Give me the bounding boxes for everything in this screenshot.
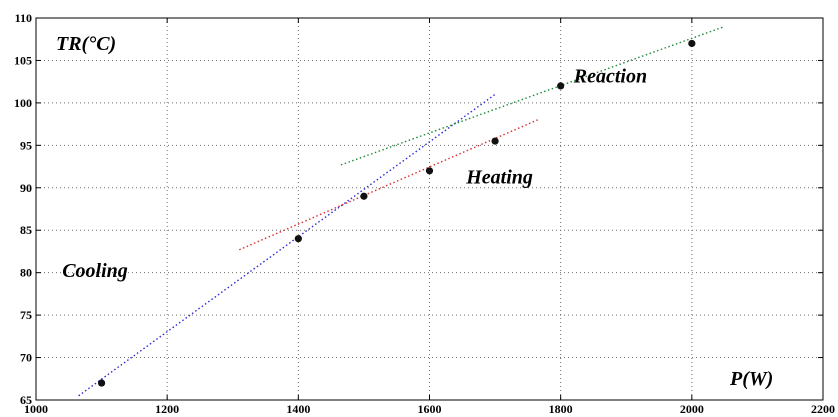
y-tick-label: 80 <box>20 266 32 280</box>
y-tick-label: 110 <box>15 11 32 25</box>
y-tick-label: 95 <box>20 138 32 152</box>
grid <box>36 18 823 400</box>
x-tick-label: 1600 <box>418 402 442 416</box>
x-tick-label: 2200 <box>811 402 835 416</box>
y-axis-label: TR(°C) <box>56 33 116 55</box>
data-point <box>97 379 106 387</box>
data-point <box>491 137 499 145</box>
axis-ticks: 1000 1200 1400 1600 1800 2000 2200 65 70 75 80 85 90… <box>14 11 835 416</box>
y-tick-label: 105 <box>14 53 32 67</box>
data-points <box>97 39 696 387</box>
y-tick-label: 90 <box>20 181 32 195</box>
fit-lines <box>78 25 725 397</box>
y-tick-label: 65 <box>20 393 32 407</box>
data-point <box>294 235 302 243</box>
data-point <box>360 192 368 200</box>
y-tick-label: 70 <box>20 351 32 365</box>
data-point <box>688 39 696 48</box>
x-tick-label: 1400 <box>286 402 310 416</box>
y-tick-label: 100 <box>14 96 32 110</box>
x-tick-label: 1000 <box>24 402 48 416</box>
annotation-cooling: Cooling <box>62 260 128 282</box>
data-point <box>425 167 434 175</box>
annotations: Cooling Heating Reaction <box>62 66 647 282</box>
annotation-reaction: Reaction <box>573 66 647 88</box>
y-tick-label: 75 <box>20 308 32 322</box>
x-tick-label: 2000 <box>680 402 704 416</box>
fit-line-reaction <box>340 25 725 166</box>
x-tick-label: 1200 <box>155 402 179 416</box>
x-tick-label: 1800 <box>549 402 573 416</box>
annotation-heating: Heating <box>465 167 533 189</box>
data-point <box>557 82 565 90</box>
fit-line-cooling <box>78 93 496 397</box>
x-axis-label: P(W) <box>729 368 773 390</box>
y-tick-label: 85 <box>20 223 32 237</box>
